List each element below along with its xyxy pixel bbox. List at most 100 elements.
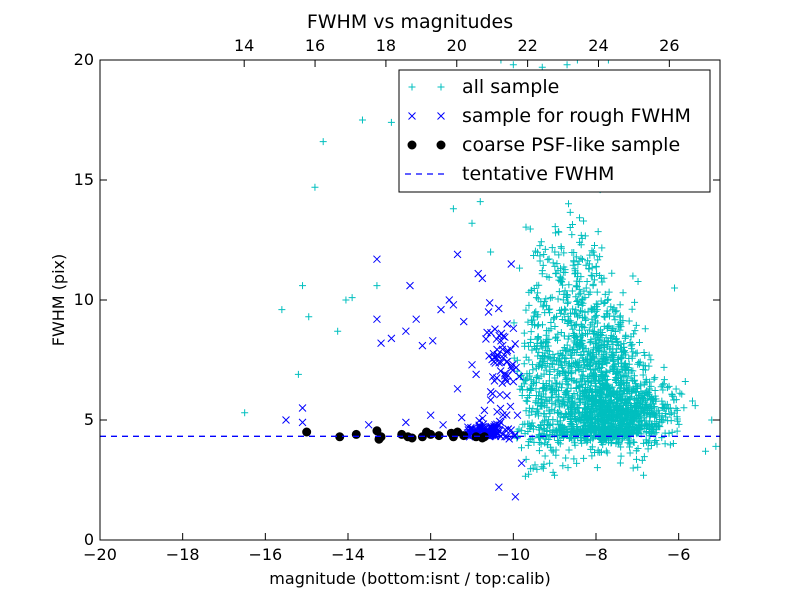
data-point-plus <box>532 308 540 316</box>
data-point-plus <box>634 360 642 368</box>
series-2 <box>302 426 489 444</box>
data-point-plus <box>617 424 625 432</box>
data-point-plus <box>587 337 595 345</box>
data-point-x <box>426 411 435 420</box>
data-point-plus <box>542 381 550 389</box>
data-point-plus <box>546 459 554 467</box>
data-point-plus <box>627 367 635 375</box>
data-point-plus <box>575 358 583 366</box>
data-point-x <box>437 112 445 120</box>
data-point-plus <box>522 306 530 314</box>
data-point-plus <box>630 439 638 447</box>
y-axis-label: FWHM (pix) <box>49 254 68 347</box>
data-point-x <box>517 459 526 468</box>
data-point-plus <box>569 426 577 434</box>
data-point-plus <box>544 353 552 361</box>
x-tick-label: −10 <box>496 545 530 564</box>
data-point-plus <box>644 439 652 447</box>
data-point-plus <box>594 256 602 264</box>
data-point-plus <box>468 219 476 227</box>
data-point-plus <box>666 441 674 449</box>
data-point-plus <box>527 328 535 336</box>
data-point-plus <box>549 448 557 456</box>
top-x-tick-label: 20 <box>447 36 467 55</box>
data-point-plus <box>545 335 553 343</box>
data-point-plus <box>549 389 557 397</box>
data-point-plus <box>605 322 613 330</box>
data-point-plus <box>626 394 634 402</box>
data-point-plus <box>646 400 654 408</box>
data-point-plus <box>657 383 665 391</box>
data-point-plus <box>608 334 616 342</box>
data-point-x <box>498 345 507 354</box>
data-point-plus <box>592 360 600 368</box>
data-point-plus <box>516 385 524 393</box>
data-point-x <box>487 328 495 337</box>
data-point-plus <box>669 392 677 400</box>
data-point-plus <box>592 339 600 347</box>
data-point-x <box>493 407 501 416</box>
legend-box <box>398 69 711 193</box>
data-point-plus <box>563 377 571 385</box>
data-point-plus <box>593 311 601 319</box>
data-point-plus <box>558 421 566 429</box>
data-point-plus <box>622 413 630 421</box>
data-point-plus <box>535 281 543 289</box>
data-point-plus <box>603 359 611 367</box>
data-point-plus <box>562 454 570 462</box>
data-point-plus <box>597 426 605 434</box>
data-point-plus <box>522 455 530 463</box>
data-point-plus <box>563 61 571 69</box>
data-point-plus <box>593 464 601 472</box>
data-point-plus <box>626 449 634 457</box>
data-point-plus <box>568 231 576 239</box>
data-point-x <box>501 425 510 434</box>
data-point-plus <box>581 313 589 321</box>
data-point-plus <box>649 409 657 417</box>
data-point-plus <box>640 453 648 461</box>
data-point-plus <box>550 314 558 322</box>
data-point-plus <box>541 452 549 460</box>
data-point-plus <box>672 385 680 393</box>
data-point-plus <box>528 381 536 389</box>
data-point-plus <box>596 377 604 385</box>
data-point-plus <box>642 404 650 412</box>
data-point-plus <box>543 397 551 405</box>
data-point-plus <box>628 305 636 313</box>
data-point-plus <box>611 376 619 384</box>
data-point-x <box>412 315 421 324</box>
data-point-plus <box>588 427 596 435</box>
data-point-x <box>406 281 414 290</box>
data-point-plus <box>564 464 572 472</box>
data-point-plus <box>674 417 682 425</box>
data-point-x <box>373 315 381 324</box>
data-point-plus <box>585 385 593 393</box>
data-point-plus <box>611 361 619 369</box>
data-point-plus <box>540 251 548 259</box>
data-point-plus <box>588 405 596 413</box>
data-point-plus <box>552 379 560 387</box>
data-point-plus <box>545 347 553 355</box>
data-point-plus <box>532 379 540 387</box>
data-point-x <box>482 335 490 343</box>
data-point-plus <box>563 388 571 396</box>
data-point-plus <box>584 257 592 265</box>
data-point-plus <box>570 412 578 420</box>
data-point-plus <box>539 261 547 269</box>
data-point-plus <box>702 447 710 455</box>
data-point-plus <box>634 463 642 471</box>
data-point-plus <box>555 425 563 433</box>
data-point-plus <box>571 267 579 275</box>
data-point-x <box>502 411 511 419</box>
data-point-x <box>512 363 521 372</box>
data-point-plus <box>625 443 633 451</box>
data-point-plus <box>556 370 564 378</box>
data-point-plus <box>630 408 638 416</box>
data-point-x <box>503 391 511 400</box>
data-point-plus <box>634 277 642 285</box>
data-point-plus <box>581 421 589 429</box>
data-point-plus <box>558 363 566 371</box>
data-point-plus <box>616 301 624 309</box>
data-point-plus <box>644 388 652 396</box>
data-point-plus <box>563 341 571 349</box>
